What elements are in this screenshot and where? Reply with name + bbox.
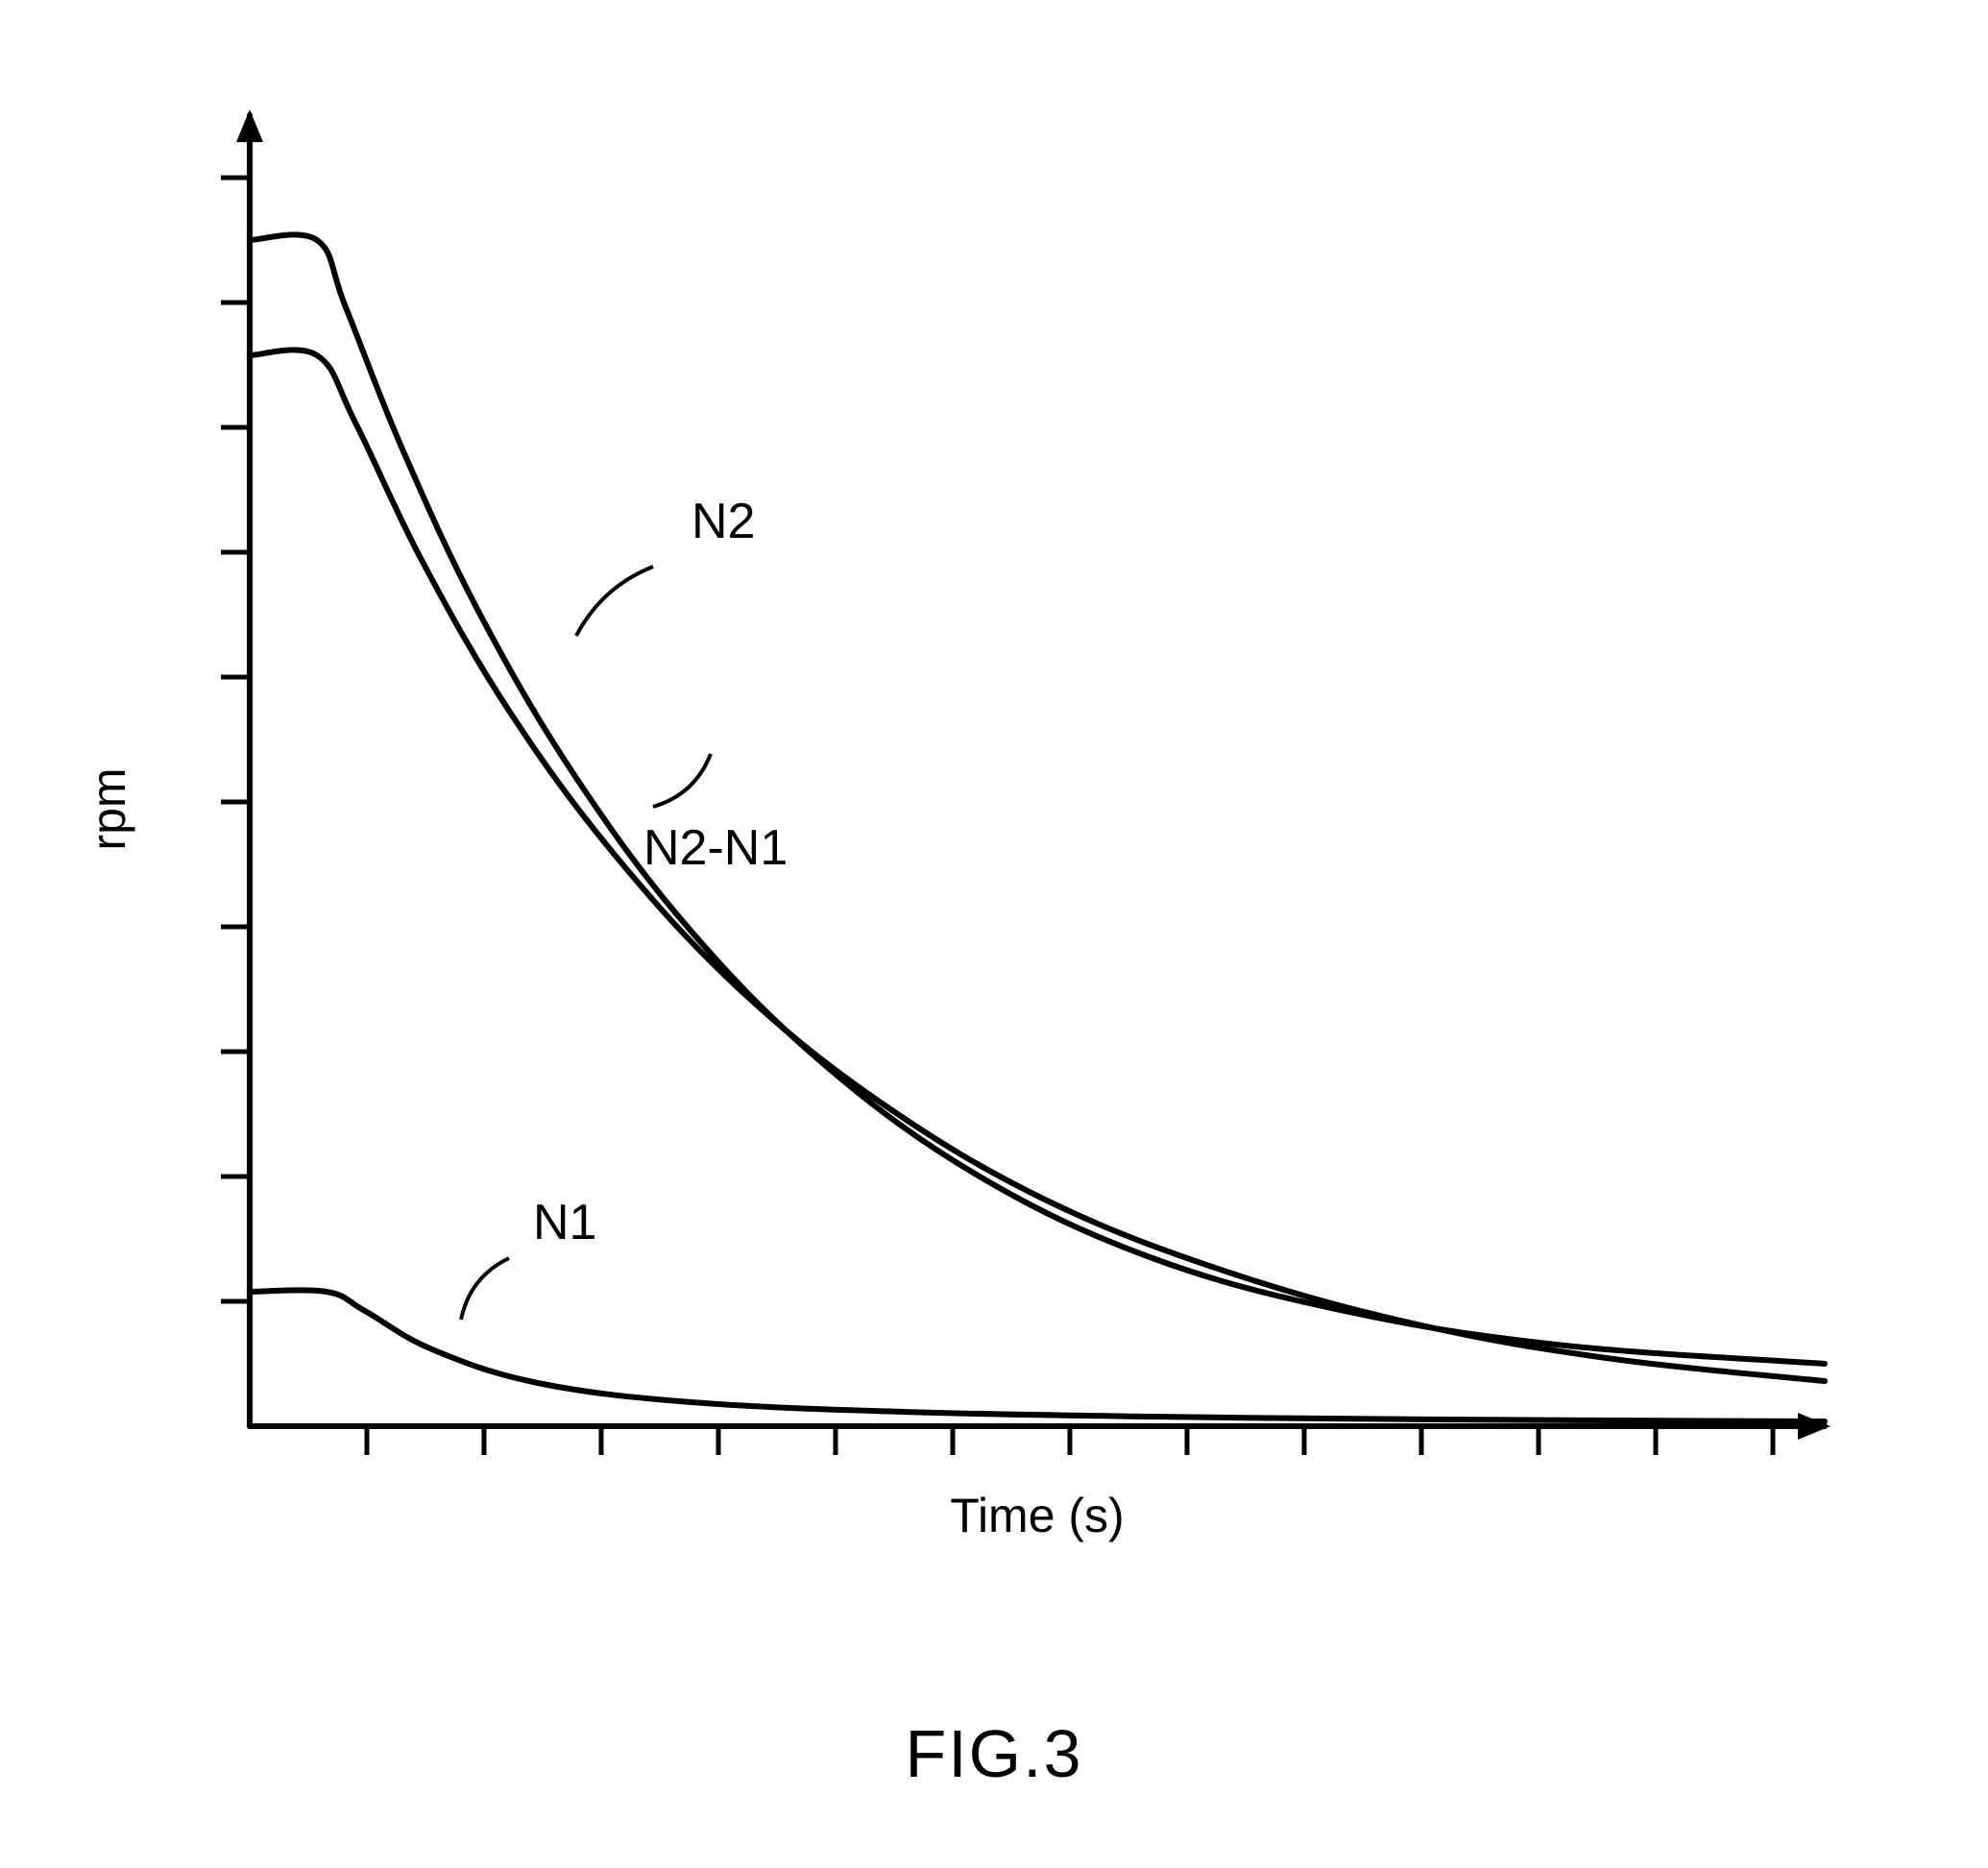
y-axis-label: rpm [82, 767, 135, 850]
figure-caption: FIG.3 [905, 1716, 1082, 1791]
series-label: N2 [691, 494, 755, 549]
x-axis-label: Time (s) [950, 1489, 1124, 1542]
series-label: N2-N1 [643, 820, 788, 876]
series-label: N1 [533, 1195, 596, 1250]
chart-background [0, 0, 1988, 1868]
figure-container: N2 N2-N1 N1 rpm Time (s) FIG.3 [0, 0, 1988, 1868]
chart-svg: N2 N2-N1 N1 rpm Time (s) FIG.3 [0, 0, 1988, 1868]
